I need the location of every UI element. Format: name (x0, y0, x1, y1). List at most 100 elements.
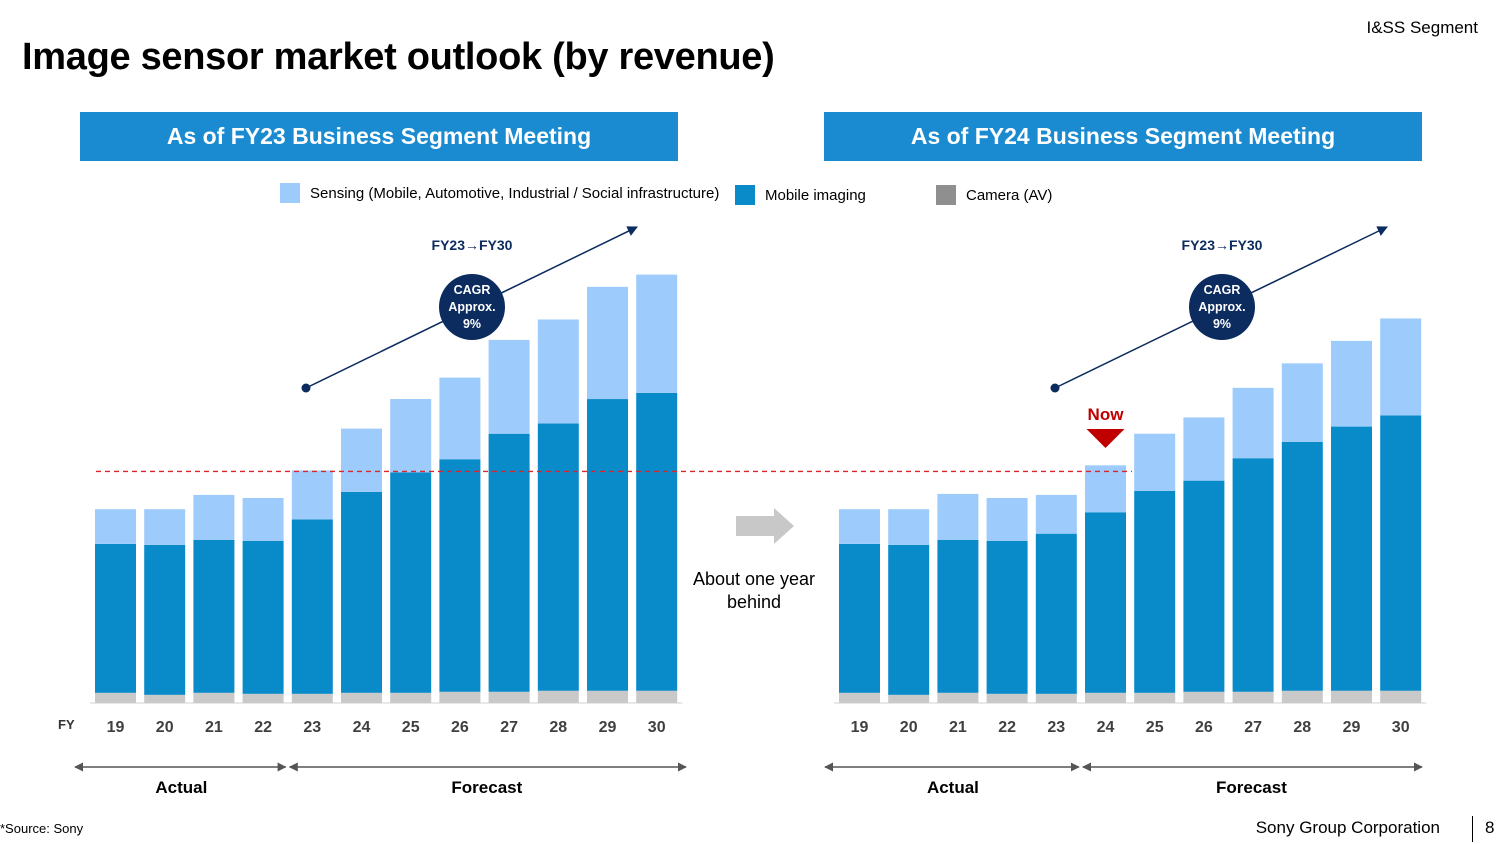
bar-segment-mobile (1232, 458, 1274, 692)
legend-item-camera: Camera (AV) (936, 185, 1052, 205)
bar-segment-sensing (242, 497, 284, 541)
bar-segment-mobile (242, 540, 284, 694)
x-tick-label: 27 (500, 719, 518, 736)
bar-segment-mobile (888, 544, 930, 695)
bar-segment-sensing (986, 497, 1028, 541)
bar-segment-mobile (1331, 426, 1372, 691)
bar-segment-camera (636, 690, 678, 703)
bar-segment-mobile (1134, 490, 1176, 693)
chart-fy23: 19 20 21 22 23 24 25 26 27 28 29 30 Actual Forecast FY… (74, 226, 687, 797)
bar-segment-camera (1281, 690, 1323, 703)
x-tick-label: 20 (156, 719, 174, 736)
legend-label-camera: Camera (AV) (966, 186, 1053, 204)
bar-segment-sensing (1085, 465, 1126, 513)
bar-segment-mobile (636, 392, 678, 691)
bar-segment-sensing (537, 319, 579, 424)
bar-segment-camera (537, 690, 579, 703)
bar-segment-sensing (1035, 494, 1077, 534)
bar-segment-camera (1085, 692, 1126, 703)
x-tick-label: 25 (402, 719, 420, 736)
bar-segment-mobile (390, 472, 432, 693)
bar-segment-mobile (1380, 415, 1422, 691)
x-tick-label: 29 (599, 719, 617, 736)
legend-label-sensing: Sensing (Mobile, Automotive, Industrial … (310, 184, 720, 202)
bar-segment-camera (1331, 690, 1372, 703)
panel-header-fy23: As of FY23 Business Segment Meeting (80, 112, 678, 161)
bar-segment-camera (439, 691, 481, 703)
x-tick-label: 30 (1392, 719, 1410, 736)
bar-segment-camera (193, 692, 235, 703)
between-panels-text: About one year behind (692, 569, 816, 612)
bar-segment-camera (1183, 691, 1225, 703)
actual-label: Actual (155, 778, 207, 797)
x-tick-label: 30 (648, 719, 666, 736)
x-tick-label: 26 (1195, 719, 1213, 736)
cagr-trend-start-dot (1050, 383, 1060, 393)
footer-company: Sony Group Corporation (1255, 818, 1440, 837)
legend-label-mobile: Mobile imaging (765, 186, 866, 204)
between-panels-arrow-icon (736, 508, 794, 544)
panel-header-fy24: As of FY24 Business Segment Meeting (824, 112, 1422, 161)
x-tick-label: 23 (1047, 719, 1065, 736)
x-tick-label: 24 (353, 719, 371, 736)
forecast-label: Forecast (1216, 778, 1287, 797)
bar-segment-sensing (193, 494, 235, 540)
cagr-badge-text: Approx. (448, 300, 495, 314)
bar-segment-camera (1134, 692, 1176, 703)
bar-segment-camera (888, 694, 930, 703)
bar-segment-mobile (1183, 480, 1225, 692)
bar-segment-mobile (341, 491, 382, 693)
bar-segment-mobile (1085, 512, 1126, 693)
x-tick-label: 27 (1244, 719, 1262, 736)
cagr-period-label: FY23→FY30 (432, 237, 513, 253)
bar-segment-mobile (193, 539, 235, 693)
bar-segment-mobile (488, 433, 530, 692)
legend-swatch-camera (936, 185, 956, 205)
bar-segment-sensing (1380, 318, 1422, 416)
cagr-trend-start-dot (301, 383, 311, 393)
bar-segment-camera (291, 693, 333, 703)
bar-segment-sensing (636, 274, 678, 393)
cagr-badge (439, 274, 505, 340)
bar-segment-sensing (488, 339, 530, 434)
bar-segment-camera (95, 692, 136, 703)
bar-segment-sensing (341, 428, 382, 492)
bar-segment-sensing (291, 470, 333, 520)
legend-item-sensing: Sensing (Mobile, Automotive, Industrial … (280, 183, 719, 203)
x-tick-label: 20 (900, 719, 918, 736)
x-tick-label: 25 (1146, 719, 1164, 736)
bar-segment-mobile (587, 399, 628, 691)
cagr-period-label: FY23→FY30 (1182, 237, 1263, 253)
now-label: Now (1088, 405, 1125, 424)
page-number: 8 (1485, 818, 1495, 837)
bar-segment-camera (986, 693, 1028, 703)
bar-segment-mobile (537, 423, 579, 691)
x-tick-label: 26 (451, 719, 469, 736)
bar-segment-mobile (95, 543, 136, 693)
bar-segment-sensing (95, 509, 136, 544)
bar-segment-mobile (1281, 441, 1323, 691)
actual-label: Actual (927, 778, 979, 797)
x-tick-label: 22 (254, 719, 272, 736)
bar-segment-sensing (1281, 363, 1323, 442)
x-tick-label: 29 (1343, 719, 1361, 736)
legend-swatch-mobile (735, 185, 755, 205)
legend-swatch-sensing (280, 183, 300, 203)
bar-segment-sensing (439, 377, 481, 460)
source-note: *Source: Sony (0, 821, 84, 836)
bar-segment-camera (839, 692, 880, 703)
bar-segment-camera (587, 690, 628, 703)
bar-segment-mobile (291, 519, 333, 694)
legend-item-mobile: Mobile imaging (735, 185, 866, 205)
now-marker-icon (1086, 429, 1125, 448)
bar-segment-sensing (587, 286, 628, 400)
bar-segment-mobile (1035, 533, 1077, 694)
bar-segment-mobile (839, 543, 880, 693)
segment-tag: I&SS Segment (1366, 18, 1478, 37)
bar-segment-mobile (439, 459, 481, 692)
footer-divider (1472, 816, 1473, 842)
cagr-badge (1189, 274, 1255, 340)
x-tick-label: 22 (998, 719, 1016, 736)
bar-segment-camera (1232, 691, 1274, 703)
